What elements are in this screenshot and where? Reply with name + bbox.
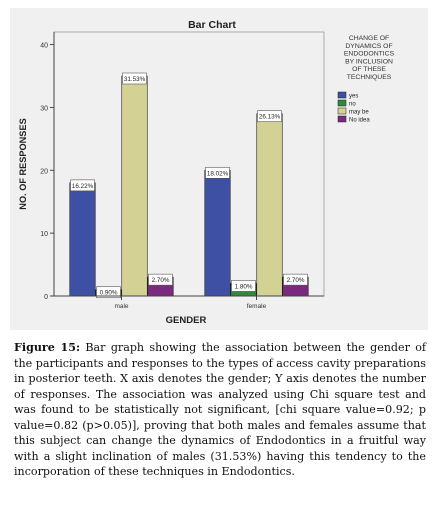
data-label: 0.90% [100,290,118,297]
data-label: 18.02% [207,170,229,177]
legend-swatch-no-idea [337,115,347,123]
y-axis-label: NO. OF RESPONSES [18,118,28,209]
data-label: 2.70% [152,277,170,284]
data-label: 31.53% [124,76,146,83]
caption-label: Figure 15: [14,341,81,354]
data-label: 2.70% [287,277,305,284]
legend-label: no [349,102,356,108]
x-tick-label: female [247,303,267,310]
legend-title: CHANGE OF DYNAMICS OF ENDODONTICS BY INCLUS… [344,35,395,81]
data-label-box [148,273,173,286]
bar-yes-female [204,169,231,297]
x-axis-label: GENDER [166,315,207,326]
data-label-box [96,286,121,299]
caption-text: Bar graph showing the association betwee… [14,341,427,479]
data-label-box [122,72,147,85]
bar-may-be-male [121,75,148,297]
legend: CHANGE OF DYNAMICS OF ENDODONTICS BY INCLUS… [337,35,395,124]
y-tick-label: 0 [44,294,48,301]
legend-swatch-may-be [337,107,347,115]
bar-yes-male [69,182,96,297]
x-axis: male female [54,295,324,310]
y-axis: 0 10 20 30 40 [40,32,55,301]
data-label-box [70,179,95,192]
data-label-box [257,110,282,123]
bar-chart: Bar Chart 16.22% 0.90% 31.53% 2.70% 18.02% 1.… [18,19,395,326]
y-tick-label: 10 [40,231,48,238]
data-label: 1.80% [235,283,253,290]
x-tick-label: male [114,303,128,310]
data-label: 26.13% [259,114,281,121]
y-tick-label: 30 [40,105,48,112]
data-label-box [231,280,256,292]
legend-label: may be [349,110,369,116]
legend-label: yes [349,94,358,100]
data-label-box [283,273,308,286]
figure-panel: Bar Chart 16.22% 0.90% 31.53% 2.70% 18.02% 1.… [10,8,428,330]
legend-swatch-no [337,99,347,107]
legend-label: No idea [349,118,370,124]
bar-may-be-female [256,113,283,297]
y-tick-label: 40 [40,43,48,50]
bar-group: 16.22% 0.90% 31.53% 2.70% 18.02% 1.80% 26.13% 2… [69,72,309,299]
chart-title: Bar Chart [188,19,236,31]
data-label: 16.22% [72,183,94,190]
figure-caption: Figure 15: Bar graph showing the associa… [14,340,426,480]
data-label-box [205,166,230,179]
y-tick-label: 20 [40,168,48,175]
legend-swatch-yes [337,91,347,99]
